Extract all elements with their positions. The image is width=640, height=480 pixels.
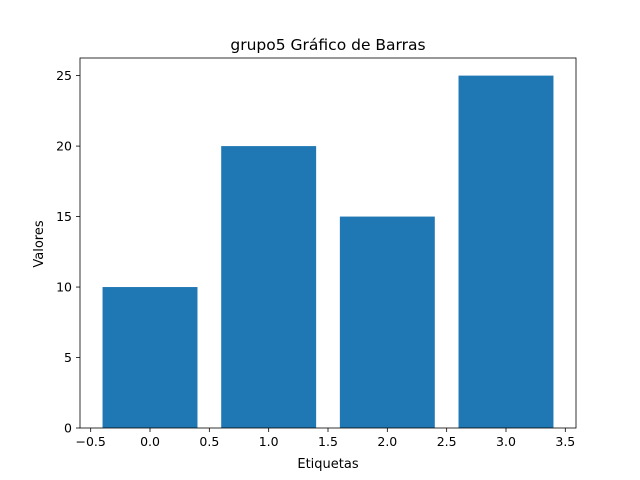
bar-3 [458,75,554,428]
y-tick-label: 25 [56,68,72,83]
x-tick-label: 3.0 [496,434,516,449]
bars-group [102,75,554,428]
x-tick-label: 0.0 [140,434,160,449]
x-tick-label: −0.5 [75,434,105,449]
y-tick-label: 15 [56,209,72,224]
x-axis-label: Etiquetas [297,457,358,472]
y-tick-label: 0 [64,421,72,436]
chart-title: grupo5 Gráfico de Barras [230,36,425,54]
y-axis-ticks: 0 5 10 15 20 25 [56,68,80,436]
bar-0 [102,287,198,428]
x-axis-ticks: −0.5 0.0 0.5 1.0 1.5 2.0 2.5 3.0 3.5 [75,428,575,449]
bar-2 [339,216,435,428]
x-tick-label: 3.5 [555,434,575,449]
y-tick-label: 10 [56,280,72,295]
bar-1 [221,146,317,428]
x-tick-label: 2.5 [437,434,457,449]
x-tick-label: 2.0 [377,434,397,449]
y-tick-label: 5 [64,350,72,365]
plot-area-frame [79,57,577,429]
x-tick-label: 1.0 [259,434,279,449]
x-tick-label: 1.5 [318,434,338,449]
x-tick-label: 0.5 [199,434,219,449]
y-tick-label: 20 [56,139,72,154]
y-axis-label: Valores [32,220,47,267]
